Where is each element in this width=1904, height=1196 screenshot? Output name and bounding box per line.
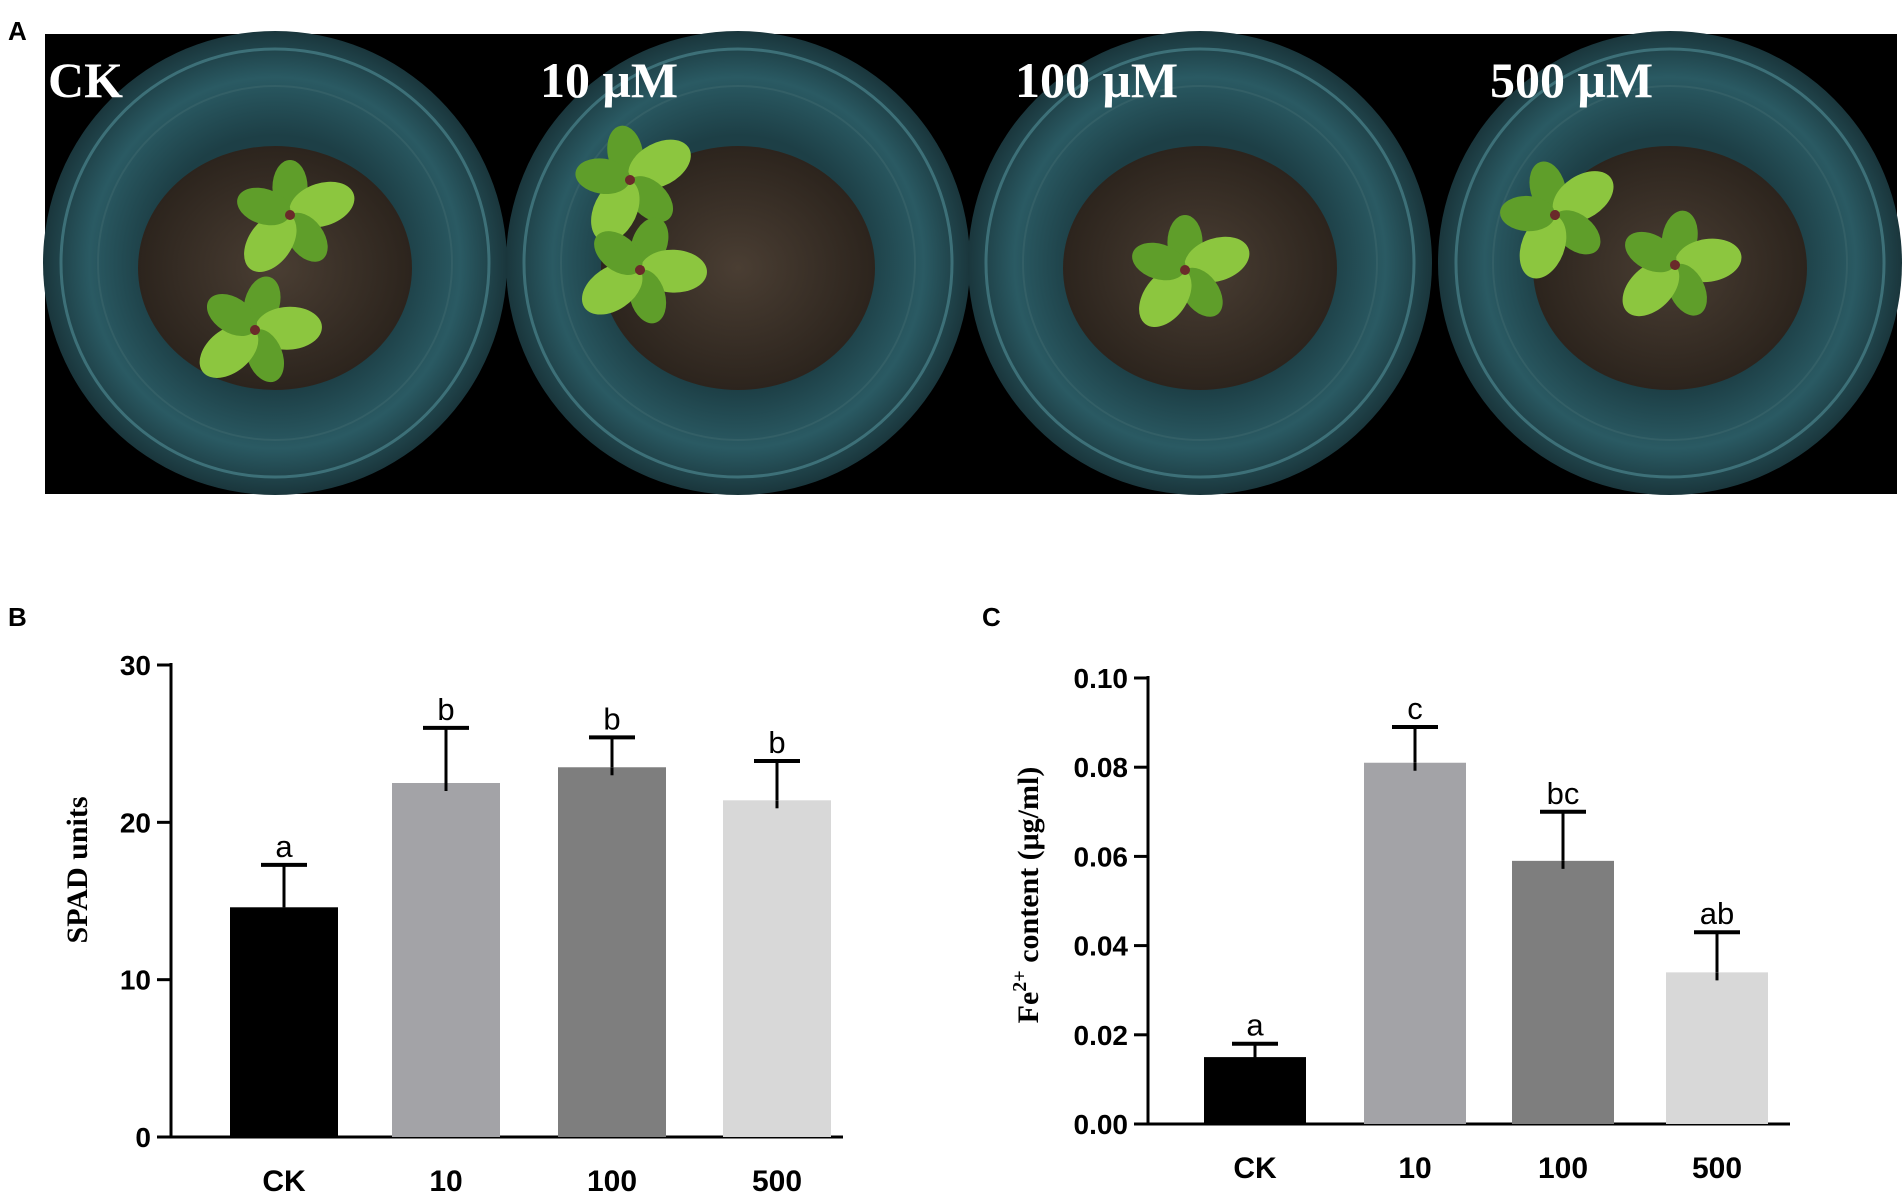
bar-10	[1364, 762, 1466, 1124]
pot-ring	[59, 47, 491, 479]
pot-ring	[522, 47, 954, 479]
y-axis-label-spad: SPAD units	[61, 797, 94, 944]
x-tick-label-100: 100	[587, 1165, 637, 1196]
leaf	[237, 187, 291, 226]
pot	[968, 31, 1432, 495]
panel-a-letter: A	[8, 16, 27, 46]
pot-ring	[1492, 85, 1848, 441]
x-tick-label-500: 500	[752, 1165, 802, 1196]
stem	[625, 175, 635, 185]
leaf	[1552, 171, 1614, 223]
seedling	[1622, 210, 1742, 317]
pot	[1438, 31, 1902, 495]
y-axis-label-fe-sup: 2+	[1009, 970, 1031, 991]
pot-ring	[1022, 85, 1378, 441]
significance-label-500: b	[768, 725, 785, 760]
pot	[43, 31, 507, 495]
y-tick-label: 0.10	[1074, 663, 1129, 694]
significance-label-10: b	[437, 692, 454, 727]
seedling	[1132, 215, 1250, 327]
y-tick-label: 0.08	[1074, 752, 1129, 783]
chart-fe-content: 0.00 0.02 0.04 0.06 0.08 0.10 a CK c 10 bc 100 ab 500	[1074, 663, 1790, 1185]
panel-b: B 0 10 20 30 a CK b 10 b 100 b 500 SPAD units	[8, 602, 843, 1196]
bar-CK	[230, 907, 338, 1137]
leaf	[581, 262, 643, 315]
stem	[285, 210, 295, 220]
panel-c: C 0.00 0.02 0.04 0.06 0.08 0.10 a CK c 10 bc 100 ab 5…	[982, 602, 1790, 1185]
pot-label: 500 μM	[1490, 52, 1653, 108]
x-tick-label-500: 500	[1692, 1152, 1742, 1185]
panel-b-letter: B	[8, 602, 27, 632]
leaf	[1625, 231, 1677, 273]
leaf	[591, 178, 640, 242]
significance-label-100: b	[603, 701, 620, 736]
stem	[1180, 265, 1190, 275]
pot-ring	[560, 85, 916, 441]
x-tick-label-CK: CK	[1233, 1152, 1277, 1185]
bar-10	[392, 783, 500, 1137]
x-tick-label-CK: CK	[262, 1165, 306, 1196]
seedling	[199, 276, 322, 383]
seedling	[1500, 161, 1614, 279]
stem	[1670, 260, 1680, 270]
bar-500	[1666, 972, 1768, 1124]
leaf	[575, 158, 631, 195]
y-tick-label: 0.00	[1074, 1109, 1129, 1140]
leaf	[1132, 242, 1186, 281]
pot-ring	[97, 85, 453, 441]
panel-a: A CK 10 μM 100 μM 500 μM	[8, 16, 1902, 495]
y-tick-label: 0.06	[1074, 841, 1129, 872]
x-tick-label-10: 10	[1398, 1152, 1431, 1185]
seedling	[575, 125, 691, 242]
pot-ring	[984, 47, 1416, 479]
seedling	[237, 160, 355, 272]
y-axis-label-fe: Fe2+ content (μg/ml)	[1009, 767, 1045, 1024]
y-axis-label-fe-main: Fe	[1012, 992, 1045, 1024]
bar-100	[1512, 860, 1614, 1124]
significance-label-100: bc	[1547, 776, 1580, 811]
significance-label-CK: a	[275, 829, 293, 864]
leaf	[1500, 195, 1556, 232]
leaf	[199, 324, 259, 378]
y-axis-label-fe-rest: content (μg/ml)	[1012, 767, 1045, 971]
bar-CK	[1204, 1057, 1306, 1124]
leaf	[244, 212, 297, 272]
stem	[250, 325, 260, 335]
leaf	[594, 231, 643, 275]
significance-label-CK: a	[1246, 1008, 1264, 1043]
pot-ring	[1454, 47, 1886, 479]
bar-100	[558, 767, 666, 1137]
seedling	[581, 217, 707, 324]
pot-label: 10 μM	[540, 52, 678, 108]
pot	[506, 31, 970, 495]
x-tick-label-10: 10	[429, 1165, 462, 1196]
significance-label-500: ab	[1700, 896, 1734, 931]
stem	[635, 265, 645, 275]
pot-label: 100 μM	[1015, 52, 1178, 108]
significance-label-10: c	[1407, 691, 1423, 726]
leaf	[626, 176, 674, 223]
y-tick-label: 0	[135, 1122, 151, 1153]
pot-row: CK 10 μM 100 μM 500 μM	[43, 31, 1902, 495]
x-tick-label-100: 100	[1538, 1152, 1588, 1185]
leaf	[1139, 267, 1192, 327]
y-tick-label: 20	[120, 807, 151, 838]
y-tick-label: 30	[120, 650, 151, 681]
bar-500	[723, 800, 831, 1137]
chart-spad: 0 10 20 30 a CK b 10 b 100 b 500	[120, 650, 843, 1196]
y-tick-label: 0.02	[1074, 1020, 1129, 1051]
y-tick-label: 0.04	[1074, 931, 1129, 962]
panel-c-letter: C	[982, 602, 1001, 632]
leaf	[206, 293, 257, 337]
pot-label: CK	[48, 52, 123, 108]
stem	[1550, 210, 1560, 220]
y-tick-label: 10	[120, 965, 151, 996]
leaf	[1622, 260, 1680, 317]
